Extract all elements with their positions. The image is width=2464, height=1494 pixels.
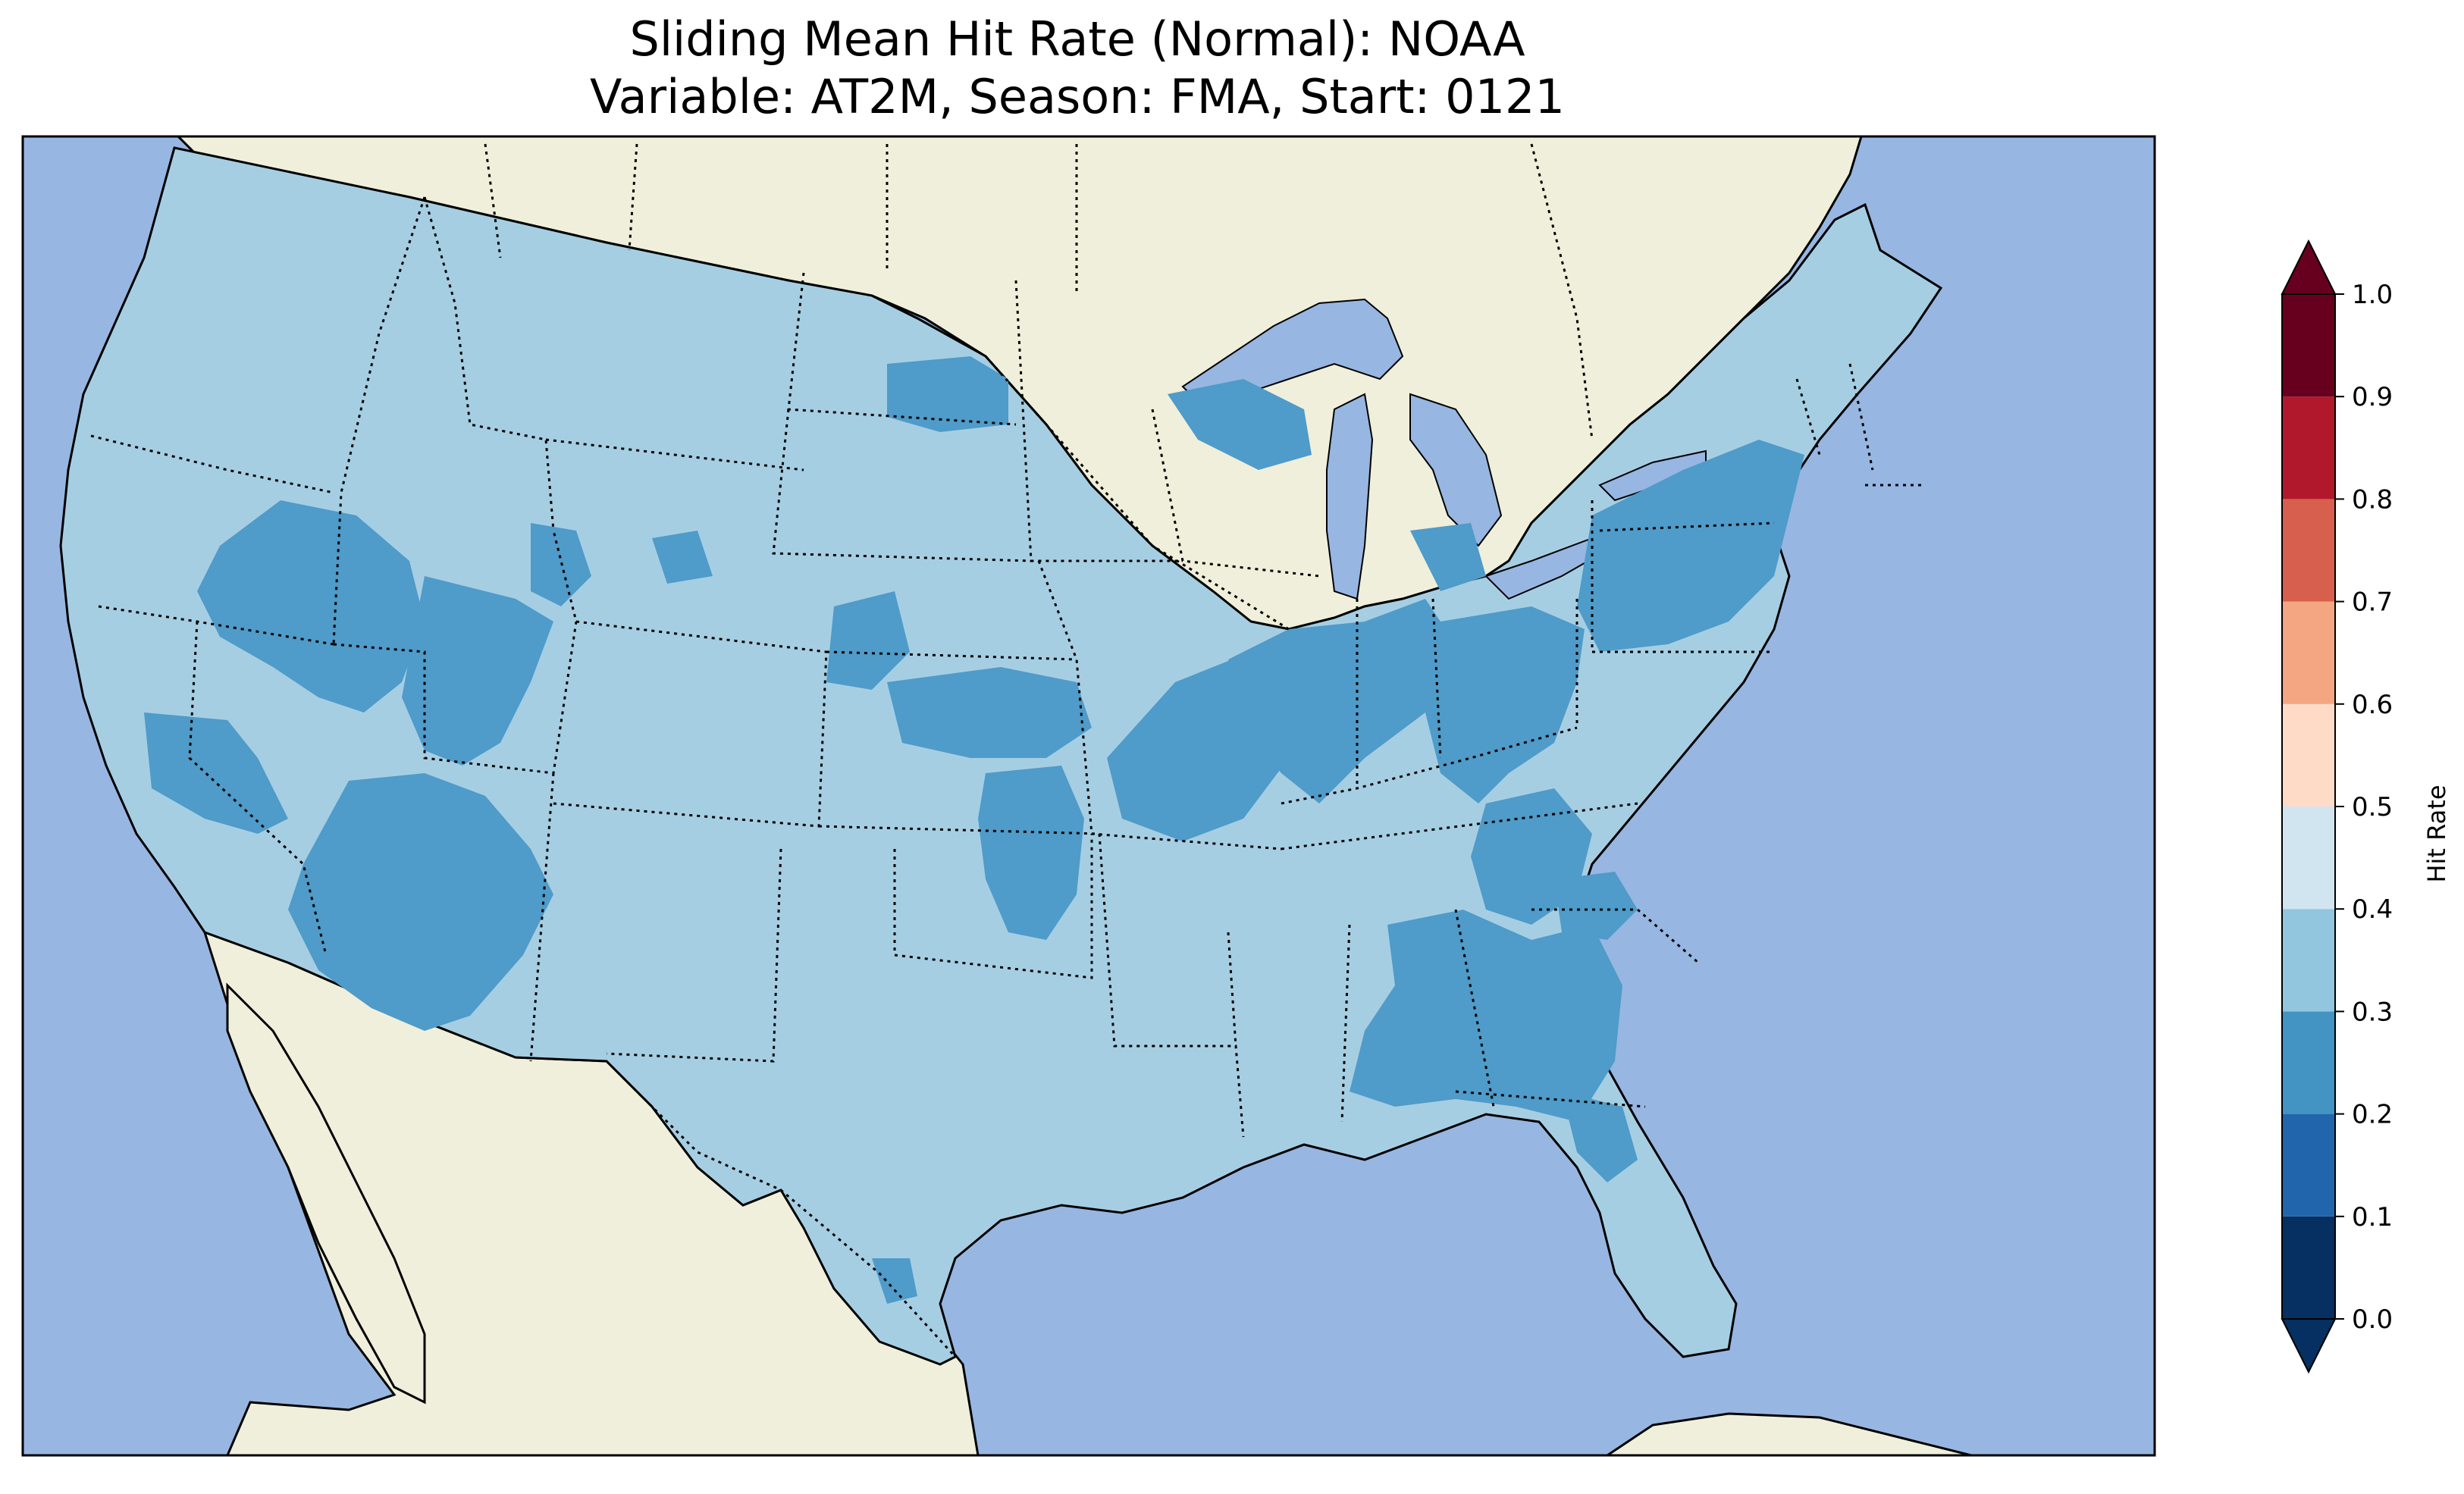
patch-nevada xyxy=(197,500,425,713)
border-wa-or xyxy=(90,434,334,494)
colorbar-bin-1 xyxy=(2282,1113,2335,1217)
colorbar-tick-label: 0.6 xyxy=(2352,690,2393,720)
border-il-in-oh xyxy=(1356,598,1578,788)
colorbar-bin-3 xyxy=(2282,909,2335,1012)
colorbar-over-extension xyxy=(2281,239,2337,295)
colorbar-bin-5 xyxy=(2282,703,2335,807)
border-ms-al xyxy=(1227,909,1495,1123)
colorbar-bin-2 xyxy=(2282,1011,2335,1114)
border-ga-fl xyxy=(1455,1090,1646,1108)
border-wi-il xyxy=(1151,409,1320,578)
border-us-mexico xyxy=(605,1060,957,1358)
title-line-1: Sliding Mean Hit Rate (Normal): NOAA xyxy=(629,11,1525,67)
border-ky xyxy=(1281,726,1578,805)
low-hitrate-patches xyxy=(144,356,1804,1304)
lake-huron xyxy=(1409,393,1503,547)
patch-utah xyxy=(402,576,553,766)
border-ks-ok xyxy=(818,825,1100,835)
cuba-island xyxy=(1605,1412,1972,1455)
border-nm-tx xyxy=(606,848,782,1063)
map-frame xyxy=(21,135,2156,1457)
colorbar-bin-0 xyxy=(2282,1216,2335,1319)
colorbar-tick-label: 0.9 xyxy=(2352,382,2393,412)
border-us-canada-east xyxy=(984,355,1290,631)
border-canada-provinces xyxy=(484,143,1594,440)
patch-carolina xyxy=(1554,872,1638,940)
colorbar-tick-label: 0.7 xyxy=(2352,587,2393,618)
colorbar-bin-8 xyxy=(2282,396,2335,500)
patch-pennsylvania-ny xyxy=(1577,440,1804,652)
border-mn xyxy=(1014,280,1183,562)
colorbar-tick-label: 0.0 xyxy=(2352,1305,2393,1335)
border-ca-nv xyxy=(188,621,328,956)
patch-kansas xyxy=(887,667,1092,758)
border-ok-tx xyxy=(893,834,1093,979)
colorbar-bin-9 xyxy=(2282,294,2335,397)
colorbar-tick-label: 0.5 xyxy=(2352,792,2393,822)
colorbar-tick-label: 0.4 xyxy=(2352,894,2393,925)
patch-california xyxy=(144,713,288,834)
map-title: Sliding Mean Hit Rate (Normal): NOAA Var… xyxy=(0,11,2155,126)
border-ut xyxy=(333,530,578,775)
patch-oklahoma xyxy=(978,766,1084,940)
patch-georgia-alabama xyxy=(1350,910,1622,1122)
colorbar-tick-label: 0.8 xyxy=(2352,484,2393,515)
patch-texas-south xyxy=(872,1258,917,1304)
patch-michigan xyxy=(1410,523,1486,591)
colorbar-bin-6 xyxy=(2282,601,2335,704)
patch-wisconsin xyxy=(1168,379,1312,470)
patch-panhandle xyxy=(1562,1092,1638,1182)
border-carolinas xyxy=(1531,908,1699,964)
border-new-england xyxy=(1795,363,1926,487)
colorbar-tick-label: 1.0 xyxy=(2352,280,2393,310)
state-borders xyxy=(90,143,1926,1358)
title-line-2: Variable: AT2M, Season: FMA, Start: 0121 xyxy=(590,69,1565,124)
border-ar-la xyxy=(1098,833,1245,1138)
colorbar-bin-7 xyxy=(2282,499,2335,602)
border-pa-ny xyxy=(1591,500,1775,653)
colorbar-bin-4 xyxy=(2282,807,2335,910)
colorbar-tick-label: 0.1 xyxy=(2352,1202,2393,1232)
patch-ohio-kentucky xyxy=(1425,606,1585,803)
colorbar-under-extension xyxy=(2281,1318,2337,1374)
patch-north-dakota xyxy=(887,356,1008,432)
colorbar-label: Hit Rate xyxy=(2422,785,2451,882)
lake-michigan xyxy=(1326,393,1374,600)
border-mt-wy xyxy=(545,438,804,471)
colorbar-tick-label: 0.2 xyxy=(2352,1100,2393,1130)
baja-peninsula xyxy=(226,982,426,1405)
patch-wyoming xyxy=(652,531,713,584)
colorbar-tick-label: 0.3 xyxy=(2352,997,2393,1027)
border-az-nm xyxy=(529,772,555,1062)
patch-arizona xyxy=(288,773,553,1031)
border-sd-ne xyxy=(772,409,1032,562)
patch-nebraska xyxy=(826,591,910,690)
patch-illinois-indiana xyxy=(1228,599,1456,803)
